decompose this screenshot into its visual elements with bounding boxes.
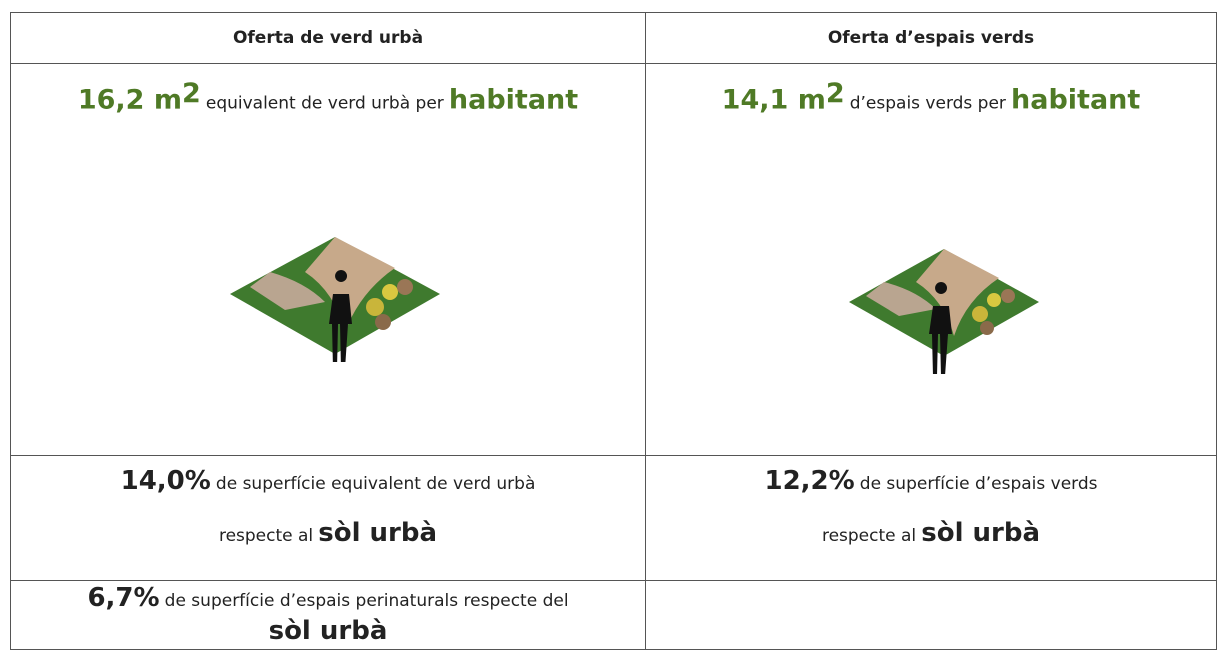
- header-cell: Oferta de verd urbà: [10, 12, 646, 64]
- line: 12,2% de superfície d’espais verds: [646, 466, 1216, 496]
- page: Oferta de verd urbà Oferta d’espais verd…: [0, 0, 1217, 637]
- text: de superfície d’espais verds: [860, 474, 1098, 494]
- cell: 16,2 m2 equivalent de verd urbà per habi…: [10, 63, 646, 456]
- line: respecte al sòl urbà: [646, 518, 1216, 548]
- line: sòl urbà: [11, 616, 645, 649]
- header: Oferta de verd urbà: [233, 28, 423, 48]
- line: 16,2 m2 equivalent de verd urbà per habi…: [11, 78, 645, 115]
- line: 6,7% de superfície d’espais perinaturals…: [11, 583, 645, 616]
- garden-illustration: [225, 232, 445, 362]
- figure: 12,2%: [764, 466, 854, 496]
- cell: 6,7% de superfície d’espais perinaturals…: [10, 580, 646, 650]
- emphasis: habitant: [1011, 84, 1140, 115]
- text: respecte al: [822, 526, 916, 546]
- figure: 6,7%: [87, 583, 159, 613]
- text: de superfície equivalent de verd urbà: [216, 474, 535, 494]
- emphasis: sòl urbà: [318, 518, 437, 548]
- line: 14,1 m2 d’espais verds per habitant: [646, 78, 1216, 115]
- superscript: 2: [182, 78, 201, 109]
- text: d’espais verds per: [850, 93, 1006, 113]
- line: 14,0% de superfície equivalent de verd u…: [11, 466, 645, 496]
- cell: 12,2% de superfície d’espais verds respe…: [645, 455, 1217, 581]
- garden-illustration: [844, 244, 1044, 374]
- text: equivalent de verd urbà per: [206, 93, 444, 113]
- emphasis: sòl urbà: [269, 616, 388, 646]
- line: respecte al sòl urbà: [11, 518, 645, 548]
- emphasis: habitant: [449, 84, 578, 115]
- cell: 14,0% de superfície equivalent de verd u…: [10, 455, 646, 581]
- text: respecte al: [219, 526, 313, 546]
- figure: 14,1 m: [722, 84, 826, 115]
- header: Oferta d’espais verds: [828, 28, 1034, 48]
- superscript: 2: [826, 78, 845, 109]
- header-cell: Oferta d’espais verds: [645, 12, 1217, 64]
- figure: 16,2 m: [78, 84, 182, 115]
- emphasis: sòl urbà: [921, 518, 1040, 548]
- figure: 14,0%: [121, 466, 211, 496]
- cell: 14,1 m2 d’espais verds per habitant: [645, 63, 1217, 456]
- text: de superfície d’espais perinaturals resp…: [165, 591, 569, 611]
- cell: [645, 580, 1217, 650]
